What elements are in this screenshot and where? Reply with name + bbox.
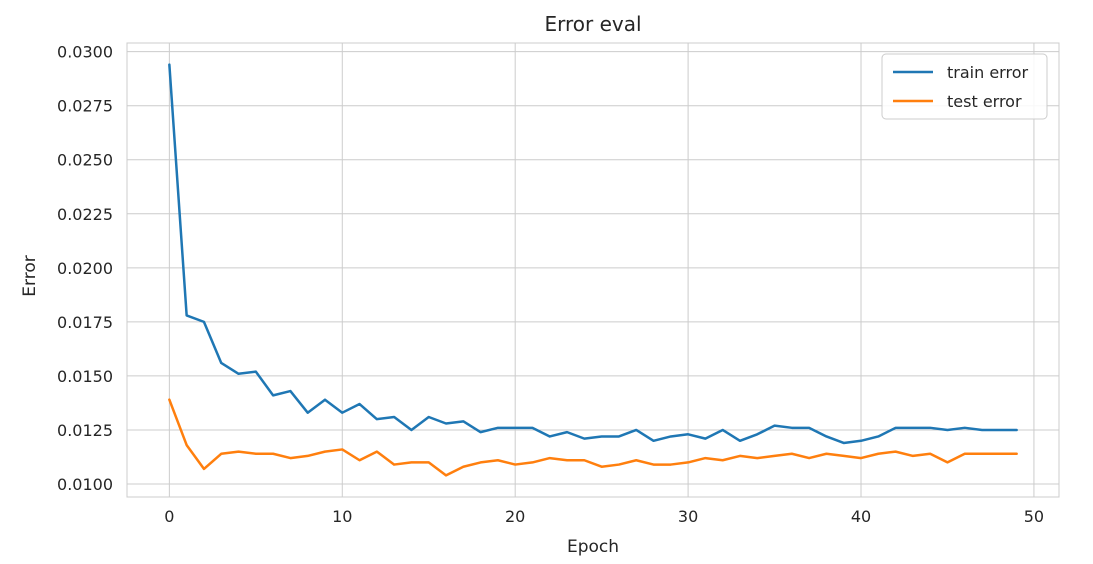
y-tick-label: 0.0300 (57, 43, 113, 62)
y-tick-label: 0.0125 (57, 421, 113, 440)
legend-label-test-error: test error (947, 92, 1022, 111)
x-tick-label: 40 (851, 507, 871, 526)
y-tick-label: 0.0225 (57, 205, 113, 224)
series-lines (168, 63, 1018, 477)
y-tick-label: 0.0275 (57, 97, 113, 116)
x-tick-label: 20 (505, 507, 525, 526)
y-tick-label: 0.0175 (57, 313, 113, 332)
y-tick-label: 0.0100 (57, 475, 113, 494)
legend-label-train-error: train error (947, 63, 1028, 82)
series-line-test-error (168, 398, 1018, 477)
x-tick-label: 50 (1024, 507, 1044, 526)
chart-title: Error eval (544, 12, 641, 36)
legend-box (881, 53, 1048, 120)
y-axis-label: Error (20, 255, 40, 296)
legend: train error test error (881, 53, 1048, 120)
series-line-train-error (168, 63, 1018, 445)
y-tick-labels: 0.0100 0.0125 0.0150 0.0175 0.0200 0.0225 0.02… (57, 43, 113, 494)
x-axis-label: Epoch (567, 537, 619, 557)
x-tick-label: 30 (678, 507, 698, 526)
y-tick-label: 0.0200 (57, 259, 113, 278)
x-tick-label: 10 (332, 507, 352, 526)
y-tick-label: 0.0150 (57, 367, 113, 386)
y-tick-label: 0.0250 (57, 151, 113, 170)
x-tick-labels: 0 10 20 30 40 50 (164, 507, 1044, 526)
plot-frame (126, 42, 1060, 498)
x-tick-label: 0 (164, 507, 174, 526)
